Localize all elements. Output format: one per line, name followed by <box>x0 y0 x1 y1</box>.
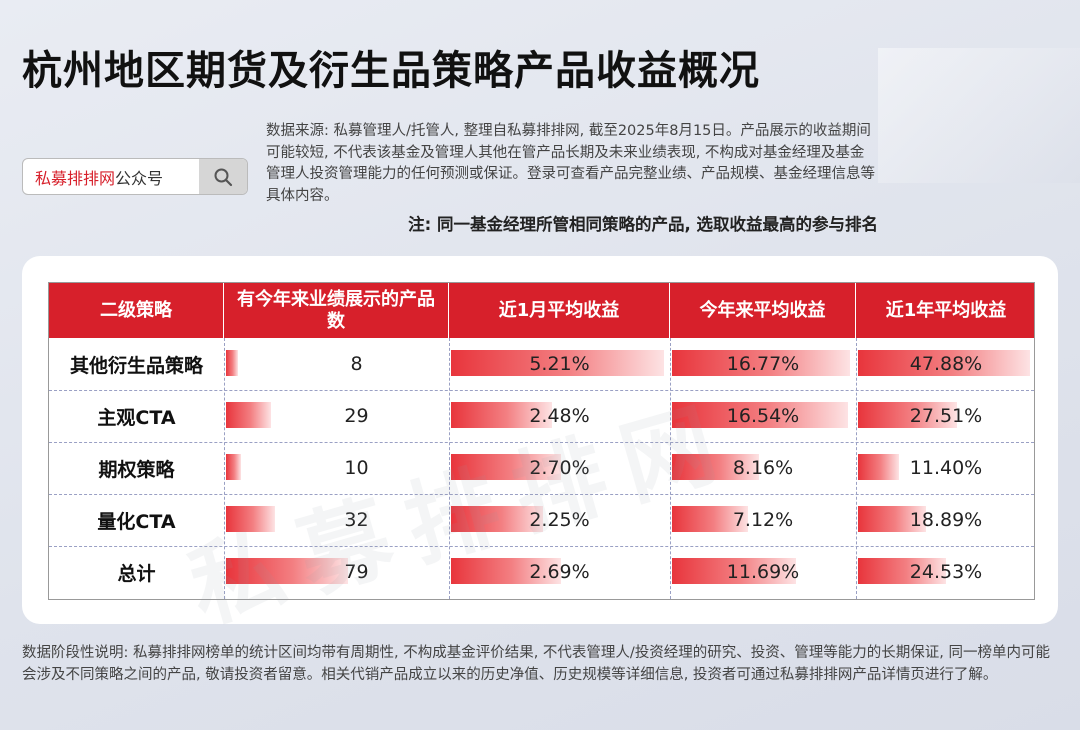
1y-return-bar <box>858 350 1031 376</box>
1y-return-cell: 18.89% <box>856 494 1036 546</box>
count-cell: 79 <box>224 546 449 598</box>
count-cell: 10 <box>224 442 449 494</box>
count-bar <box>226 506 276 532</box>
1y-return-value: 18.89% <box>909 509 983 531</box>
1y-return-bar <box>858 454 900 480</box>
count-cell: 8 <box>224 338 449 390</box>
header-strategy: 二级策略 <box>49 283 224 338</box>
count-cell: 29 <box>224 390 449 442</box>
ytd-return-cell: 16.77% <box>670 338 856 390</box>
row-divider <box>49 390 1034 391</box>
footer-disclaimer: 数据阶段性说明: 私募排排网榜单的统计区间均带有周期性, 不构成基金评价结果, … <box>22 645 1051 683</box>
1m-return-cell: 2.69% <box>449 546 670 598</box>
header-ytd-return: 今年来平均收益 <box>670 283 856 338</box>
1y-return-value: 27.51% <box>909 405 983 427</box>
ytd-return-value: 16.54% <box>726 405 800 427</box>
column-divider <box>856 338 857 599</box>
count-bar <box>226 558 348 584</box>
decorative-panel <box>878 48 1080 183</box>
header-1y-return: 近1年平均收益 <box>885 299 1007 321</box>
1m-return-cell: 2.48% <box>449 390 670 442</box>
search-box-text: 私募排排网公众号 <box>23 165 199 189</box>
ytd-return-bar <box>672 506 748 532</box>
search-suffix: 公众号 <box>115 168 164 188</box>
1m-return-bar <box>451 454 562 480</box>
1m-return-value: 2.69% <box>529 561 590 583</box>
1y-return-cell: 27.51% <box>856 390 1036 442</box>
data-source-text: 数据来源: 私募管理人/托管人, 整理自私募排排网, 截至2025年8月15日。… <box>266 123 875 204</box>
search-button[interactable] <box>199 159 247 194</box>
ytd-return-value: 11.69% <box>726 561 800 583</box>
column-divider <box>449 338 450 599</box>
count-value: 8 <box>350 353 363 375</box>
table-row: 期权策略 10 2.70% 8.16% 11.40% <box>49 442 1034 494</box>
count-value: 79 <box>344 561 369 583</box>
1y-return-value: 47.88% <box>909 353 983 375</box>
search-box[interactable]: 私募排排网公众号 <box>22 158 248 195</box>
1y-return-bar <box>858 506 927 532</box>
1m-return-cell: 2.70% <box>449 442 670 494</box>
row-divider <box>49 494 1034 495</box>
1m-return-cell: 5.21% <box>449 338 670 390</box>
1y-return-cell: 47.88% <box>856 338 1036 390</box>
table-row: 总计 79 2.69% 11.69% 24.53% <box>49 546 1034 598</box>
1m-return-bar <box>451 558 561 584</box>
search-brand: 私募排排网 <box>35 168 116 188</box>
1m-return-value: 2.48% <box>529 405 590 427</box>
1m-return-value: 2.25% <box>529 509 590 531</box>
table-row: 主观CTA 29 2.48% 16.54% 27.51% <box>49 390 1034 442</box>
row-divider <box>49 546 1034 547</box>
search-icon <box>214 168 233 186</box>
table-row: 其他衍生品策略 8 5.21% 16.77% 47.88% <box>49 338 1034 390</box>
ytd-return-value: 8.16% <box>732 457 794 479</box>
page-title: 杭州地区期货及衍生品策略产品收益概况 <box>22 48 760 94</box>
count-bar <box>226 454 242 480</box>
ytd-return-bar <box>672 558 797 584</box>
1m-return-cell: 2.25% <box>449 494 670 546</box>
count-value: 29 <box>344 405 369 427</box>
1y-return-bar <box>858 402 958 428</box>
1y-return-value: 24.53% <box>909 561 983 583</box>
strategy-name: 主观CTA <box>97 406 176 429</box>
1m-return-bar <box>451 402 553 428</box>
count-value: 32 <box>344 509 369 531</box>
strategy-name: 总计 <box>117 562 156 585</box>
column-divider <box>670 338 671 599</box>
ytd-return-bar <box>672 350 851 376</box>
1y-return-bar <box>858 558 947 584</box>
count-bar <box>226 402 271 428</box>
count-value: 10 <box>344 457 369 479</box>
ytd-return-cell: 11.69% <box>670 546 856 598</box>
ytd-return-cell: 16.54% <box>670 390 856 442</box>
ytd-return-cell: 8.16% <box>670 442 856 494</box>
count-cell: 32 <box>224 494 449 546</box>
ytd-return-value: 16.77% <box>726 353 800 375</box>
strategy-name: 量化CTA <box>97 510 176 533</box>
ytd-return-cell: 7.12% <box>670 494 856 546</box>
1m-return-bar <box>451 506 543 532</box>
strategy-name: 其他衍生品策略 <box>69 354 203 377</box>
1y-return-cell: 24.53% <box>856 546 1036 598</box>
column-divider <box>224 338 225 599</box>
1m-return-value: 2.70% <box>529 457 590 479</box>
table-header: 二级策略 有今年来业绩展示的产品数 近1月平均收益 今年来平均收益 近1年平均收… <box>49 283 1034 338</box>
header-1m-return: 近1月平均收益 <box>449 283 670 338</box>
row-divider <box>49 442 1034 443</box>
ranking-note: 注: 同一基金经理所管相同策略的产品, 选取收益最高的参与排名 <box>408 215 878 234</box>
ytd-return-bar <box>672 454 759 480</box>
count-bar <box>226 350 239 376</box>
1m-return-value: 5.21% <box>529 353 590 375</box>
strategy-name: 期权策略 <box>98 458 175 481</box>
table-row: 量化CTA 32 2.25% 7.12% 18.89% <box>49 494 1034 546</box>
1y-return-cell: 11.40% <box>856 442 1036 494</box>
strategy-table: 二级策略 有今年来业绩展示的产品数 近1月平均收益 今年来平均收益 近1年平均收… <box>48 282 1035 600</box>
1y-return-value: 11.40% <box>909 457 983 479</box>
ytd-return-value: 7.12% <box>732 509 794 531</box>
ytd-return-bar <box>672 402 848 428</box>
header-count: 有今年来业绩展示的产品数 <box>224 283 449 338</box>
1m-return-bar <box>451 350 664 376</box>
